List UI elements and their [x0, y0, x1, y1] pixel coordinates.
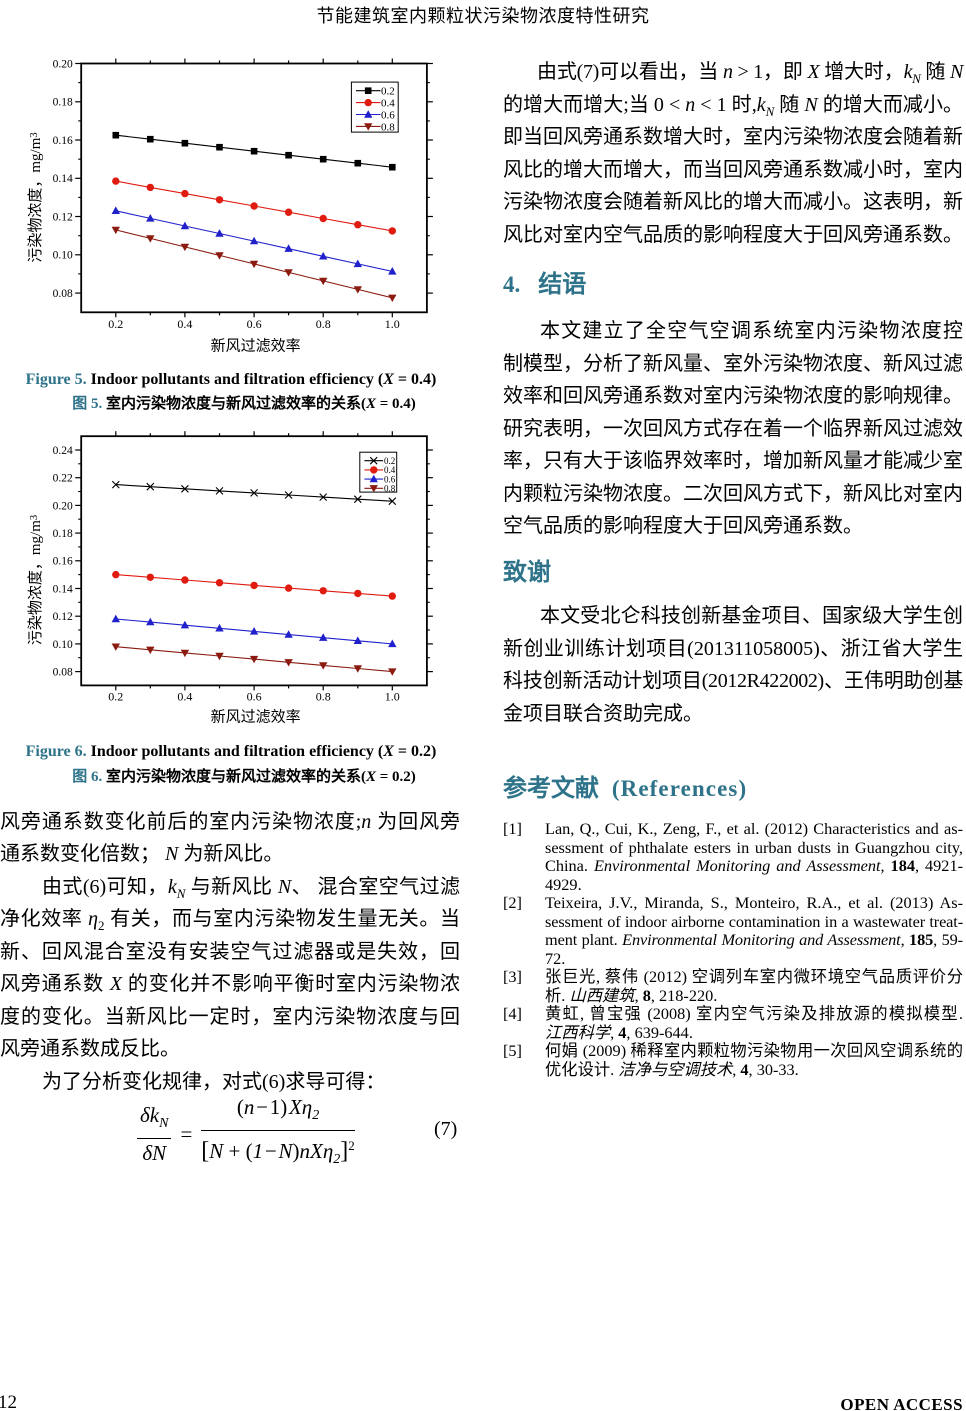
svg-text:0.20: 0.20 [53, 58, 73, 70]
svg-text:0.2: 0.2 [384, 456, 395, 466]
svg-text:0.08: 0.08 [53, 288, 73, 300]
svg-text:0.12: 0.12 [53, 212, 73, 224]
svg-text:0.22: 0.22 [53, 473, 73, 485]
svg-text:0.8: 0.8 [316, 317, 331, 331]
svg-text:0.8: 0.8 [381, 121, 395, 133]
svg-text:0.10: 0.10 [53, 639, 73, 651]
svg-text:0.4: 0.4 [177, 689, 192, 703]
svg-text:0.2: 0.2 [108, 689, 123, 703]
svg-text:新风过滤效率: 新风过滤效率 [211, 709, 301, 726]
svg-text:1.0: 1.0 [385, 689, 400, 703]
svg-text:0.2: 0.2 [381, 86, 395, 98]
svg-text:1.0: 1.0 [385, 317, 400, 331]
svg-text:0.8: 0.8 [384, 484, 396, 494]
svg-text:0.6: 0.6 [247, 317, 262, 331]
svg-text:0.8: 0.8 [316, 689, 331, 703]
svg-text:0.18: 0.18 [53, 528, 73, 540]
svg-text:0.12: 0.12 [53, 611, 73, 623]
svg-text:污染物浓度，mg/m3: 污染物浓度，mg/m3 [27, 515, 44, 645]
svg-text:0.14: 0.14 [53, 173, 73, 185]
svg-text:0.08: 0.08 [53, 667, 73, 679]
svg-text:0.6: 0.6 [247, 689, 262, 703]
svg-text:0.16: 0.16 [53, 556, 73, 568]
svg-text:0.4: 0.4 [384, 465, 396, 475]
svg-text:0.24: 0.24 [53, 445, 73, 457]
svg-text:0.4: 0.4 [381, 98, 395, 110]
svg-text:0.20: 0.20 [53, 500, 73, 512]
svg-text:0.2: 0.2 [108, 317, 123, 331]
svg-text:0.4: 0.4 [177, 317, 192, 331]
svg-text:0.10: 0.10 [53, 250, 73, 262]
svg-text:0.16: 0.16 [53, 135, 73, 147]
svg-text:0.6: 0.6 [384, 474, 396, 484]
svg-text:0.18: 0.18 [53, 97, 73, 109]
svg-text:0.6: 0.6 [381, 110, 395, 122]
svg-text:0.14: 0.14 [53, 583, 73, 595]
svg-text:新风过滤效率: 新风过滤效率 [211, 338, 301, 355]
svg-text:污染物浓度，mg/m3: 污染物浓度，mg/m3 [27, 132, 44, 262]
